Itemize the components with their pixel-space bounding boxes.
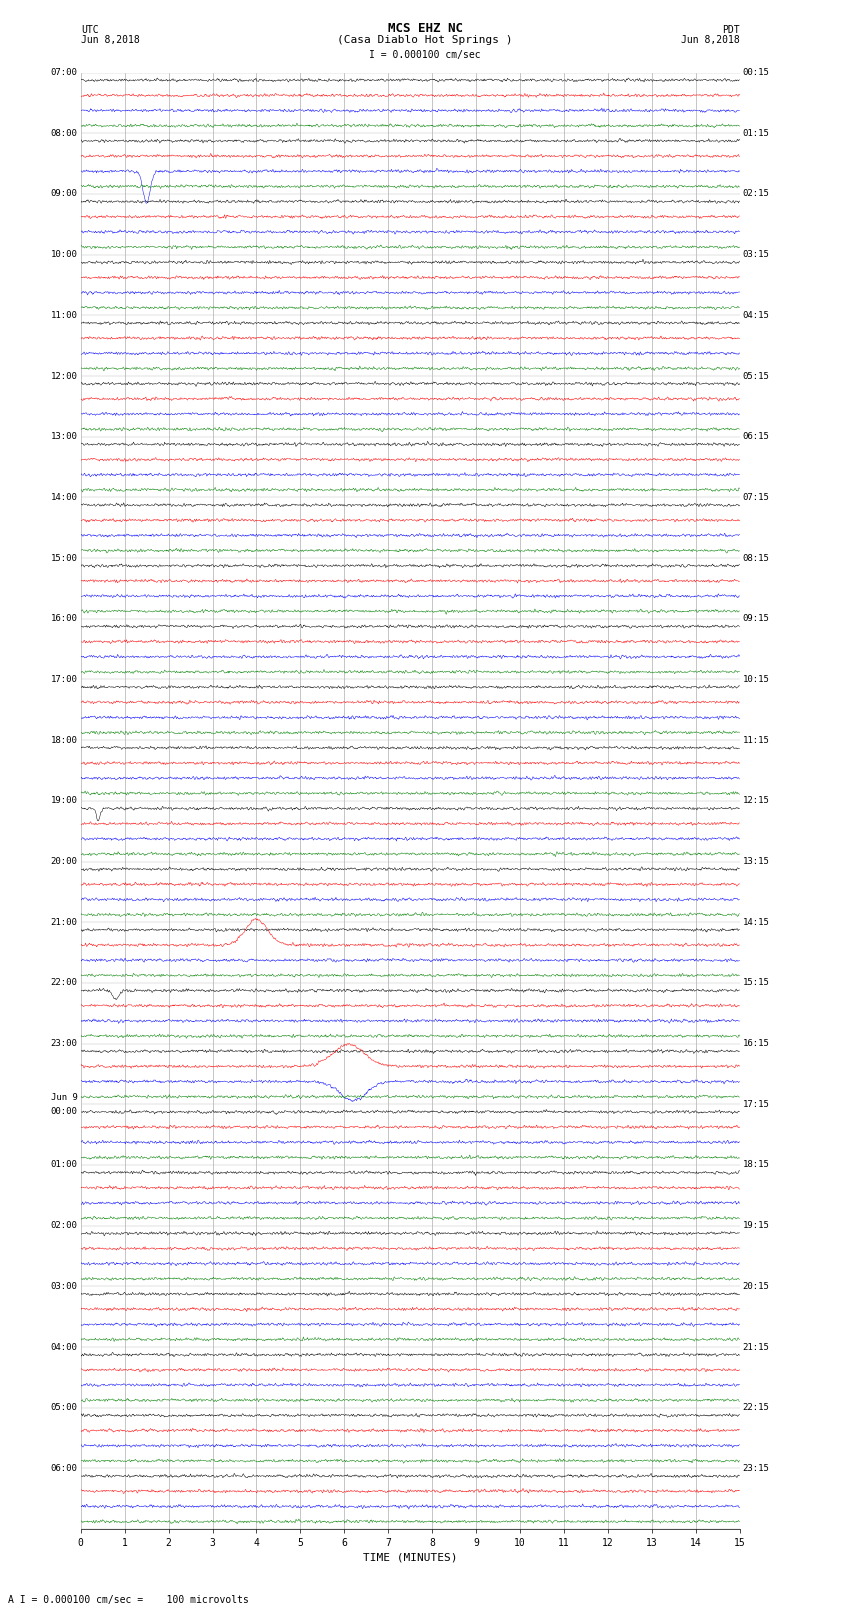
Text: 02:00: 02:00 (51, 1221, 77, 1231)
Text: 23:00: 23:00 (51, 1039, 77, 1048)
Text: 17:00: 17:00 (51, 674, 77, 684)
Text: 12:15: 12:15 (743, 797, 769, 805)
Text: 11:00: 11:00 (51, 311, 77, 319)
Text: 17:15: 17:15 (743, 1100, 769, 1108)
Text: 13:15: 13:15 (743, 857, 769, 866)
Text: I = 0.000100 cm/sec: I = 0.000100 cm/sec (369, 50, 481, 60)
Text: 02:15: 02:15 (743, 189, 769, 198)
Text: 07:15: 07:15 (743, 494, 769, 502)
Text: 22:15: 22:15 (743, 1403, 769, 1413)
Text: 04:00: 04:00 (51, 1342, 77, 1352)
Text: 09:00: 09:00 (51, 189, 77, 198)
Text: 13:00: 13:00 (51, 432, 77, 442)
Text: 05:15: 05:15 (743, 371, 769, 381)
Text: 21:15: 21:15 (743, 1342, 769, 1352)
Text: 20:00: 20:00 (51, 857, 77, 866)
Text: 14:15: 14:15 (743, 918, 769, 927)
Text: 04:15: 04:15 (743, 311, 769, 319)
Text: 18:00: 18:00 (51, 736, 77, 745)
Text: 10:15: 10:15 (743, 674, 769, 684)
Text: 06:15: 06:15 (743, 432, 769, 442)
Text: 09:15: 09:15 (743, 615, 769, 623)
Text: 21:00: 21:00 (51, 918, 77, 927)
Text: 12:00: 12:00 (51, 371, 77, 381)
Text: MCS EHZ NC: MCS EHZ NC (388, 21, 462, 35)
Text: 18:15: 18:15 (743, 1160, 769, 1169)
Text: 10:00: 10:00 (51, 250, 77, 260)
Text: 05:00: 05:00 (51, 1403, 77, 1413)
Text: 20:15: 20:15 (743, 1282, 769, 1290)
Text: 22:00: 22:00 (51, 979, 77, 987)
Text: PDT: PDT (722, 24, 740, 35)
Text: 07:00: 07:00 (51, 68, 77, 77)
Text: 03:00: 03:00 (51, 1282, 77, 1290)
Text: 16:00: 16:00 (51, 615, 77, 623)
Text: 15:15: 15:15 (743, 979, 769, 987)
Text: 00:00: 00:00 (51, 1107, 77, 1116)
Text: 19:00: 19:00 (51, 797, 77, 805)
Text: 16:15: 16:15 (743, 1039, 769, 1048)
Text: 03:15: 03:15 (743, 250, 769, 260)
Text: Jun 8,2018: Jun 8,2018 (681, 35, 740, 45)
Text: 23:15: 23:15 (743, 1465, 769, 1473)
X-axis label: TIME (MINUTES): TIME (MINUTES) (363, 1552, 457, 1563)
Text: 08:15: 08:15 (743, 553, 769, 563)
Text: Jun 8,2018: Jun 8,2018 (81, 35, 139, 45)
Text: 11:15: 11:15 (743, 736, 769, 745)
Text: (Casa Diablo Hot Springs ): (Casa Diablo Hot Springs ) (337, 35, 513, 45)
Text: UTC: UTC (81, 24, 99, 35)
Text: 15:00: 15:00 (51, 553, 77, 563)
Text: 01:00: 01:00 (51, 1160, 77, 1169)
Text: 01:15: 01:15 (743, 129, 769, 137)
Text: 14:00: 14:00 (51, 494, 77, 502)
Text: 06:00: 06:00 (51, 1465, 77, 1473)
Text: Jun 9: Jun 9 (51, 1094, 77, 1102)
Text: A I = 0.000100 cm/sec =    100 microvolts: A I = 0.000100 cm/sec = 100 microvolts (8, 1595, 249, 1605)
Text: 19:15: 19:15 (743, 1221, 769, 1231)
Text: 08:00: 08:00 (51, 129, 77, 137)
Text: 00:15: 00:15 (743, 68, 769, 77)
